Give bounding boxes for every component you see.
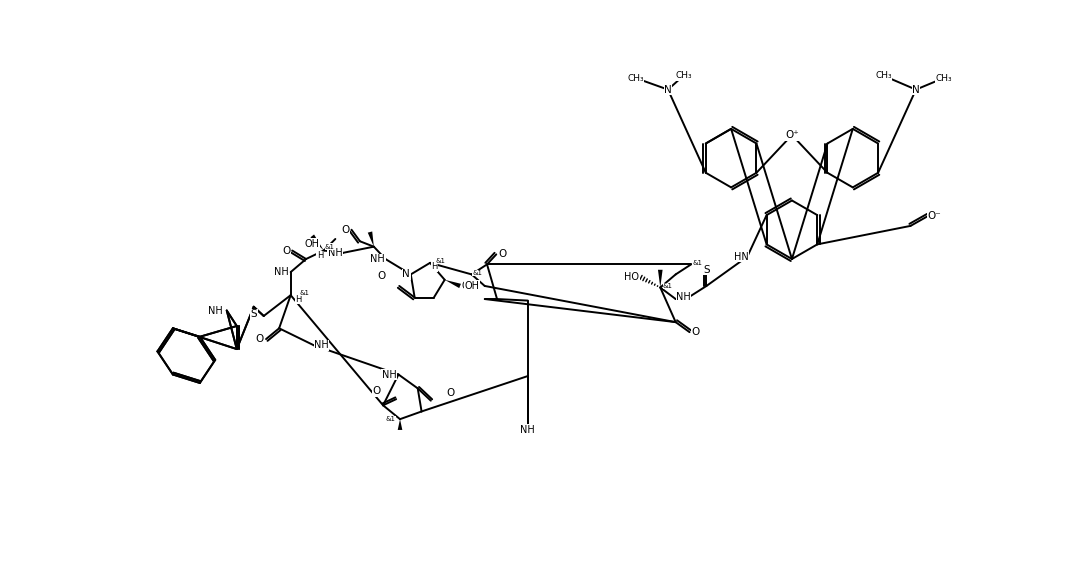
Text: O: O bbox=[498, 249, 507, 259]
Text: &1: &1 bbox=[299, 290, 310, 296]
Text: &1: &1 bbox=[662, 283, 673, 289]
Polygon shape bbox=[398, 419, 402, 430]
Text: O⁻: O⁻ bbox=[927, 211, 941, 221]
Text: H: H bbox=[432, 262, 437, 271]
Text: H: H bbox=[295, 294, 301, 303]
Text: HO: HO bbox=[624, 273, 639, 282]
Text: &1: &1 bbox=[325, 244, 334, 249]
Text: O: O bbox=[691, 327, 700, 337]
Text: CH₃: CH₃ bbox=[627, 74, 644, 83]
Text: NH: NH bbox=[370, 254, 385, 264]
Text: NH: NH bbox=[314, 340, 329, 350]
Text: CH₃: CH₃ bbox=[675, 71, 691, 81]
Text: N: N bbox=[912, 84, 920, 95]
Text: HN: HN bbox=[733, 252, 748, 262]
Text: &1: &1 bbox=[386, 416, 396, 422]
Text: NH: NH bbox=[382, 370, 397, 379]
Text: O: O bbox=[282, 246, 291, 256]
Text: NH: NH bbox=[676, 292, 690, 302]
Text: O: O bbox=[256, 334, 264, 344]
Text: NH: NH bbox=[208, 306, 223, 316]
Text: OH: OH bbox=[462, 281, 477, 291]
Text: O: O bbox=[447, 388, 455, 398]
Text: NH: NH bbox=[328, 248, 343, 258]
Text: S: S bbox=[251, 310, 257, 319]
Text: &1: &1 bbox=[473, 270, 482, 276]
Text: &1: &1 bbox=[693, 260, 702, 266]
Polygon shape bbox=[658, 270, 662, 287]
Text: S: S bbox=[703, 265, 710, 275]
Text: NH: NH bbox=[274, 267, 288, 277]
Polygon shape bbox=[311, 235, 324, 251]
Text: OH: OH bbox=[464, 281, 479, 291]
Text: CH₃: CH₃ bbox=[936, 74, 952, 83]
Text: CH₃: CH₃ bbox=[875, 71, 892, 81]
Text: O: O bbox=[377, 271, 386, 281]
Polygon shape bbox=[445, 280, 461, 288]
Text: H: H bbox=[316, 251, 323, 260]
Text: S: S bbox=[251, 310, 257, 319]
Text: O: O bbox=[373, 387, 381, 396]
Text: OH: OH bbox=[304, 239, 319, 248]
Text: NH: NH bbox=[521, 425, 535, 435]
Text: N: N bbox=[665, 84, 672, 95]
Text: O: O bbox=[341, 225, 349, 235]
Text: N: N bbox=[402, 269, 411, 280]
Text: S: S bbox=[251, 310, 257, 319]
Text: NH: NH bbox=[208, 306, 223, 316]
Polygon shape bbox=[368, 231, 374, 247]
Text: &1: &1 bbox=[436, 257, 446, 264]
Text: O⁺: O⁺ bbox=[785, 130, 799, 140]
